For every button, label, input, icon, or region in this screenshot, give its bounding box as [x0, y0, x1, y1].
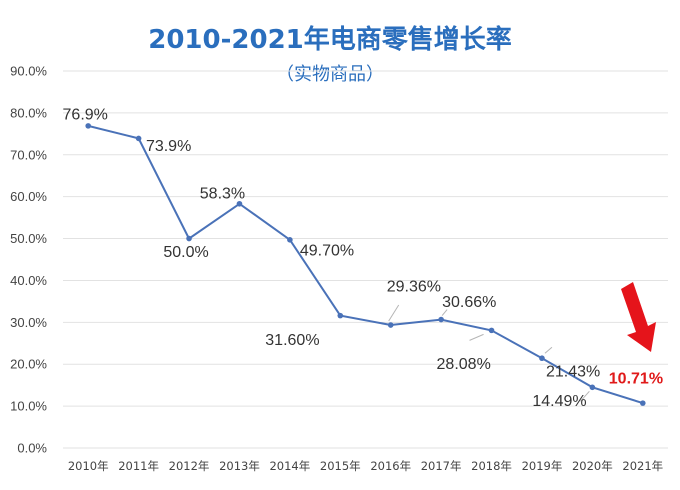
x-tick-label: 2011年 [118, 459, 159, 473]
y-tick-label: 80.0% [10, 105, 47, 120]
highlight-data-label: 10.71% [609, 371, 663, 388]
y-axis-ticks: 0.0% 10.0% 20.0% 30.0% 40.0% 50.0% 60.0% 70.0% 8… [10, 64, 47, 456]
chart-title: 2010-2021年电商零售增长率 [148, 24, 512, 55]
y-tick-label: 50.0% [10, 231, 47, 246]
y-tick-label: 40.0% [10, 273, 47, 288]
label-leader-lines [388, 304, 590, 402]
x-tick-label: 2018年 [471, 459, 512, 473]
data-label: 49.70% [300, 242, 354, 259]
y-tick-label: 60.0% [10, 189, 47, 204]
chart-subtitle: （实物商品） [276, 64, 384, 85]
data-point [287, 237, 293, 243]
data-point [488, 327, 495, 334]
x-tick-label: 2015年 [320, 459, 361, 473]
leader-line [580, 390, 590, 402]
data-point [337, 312, 344, 319]
data-label: 50.0% [163, 244, 208, 261]
gridlines [63, 70, 668, 449]
data-label: 29.36% [387, 279, 441, 296]
x-tick-label: 2020年 [572, 459, 613, 473]
data-label: 31.60% [265, 332, 319, 349]
data-points [85, 123, 646, 406]
x-tick-label: 2019年 [522, 459, 563, 473]
x-tick-label: 2010年 [68, 459, 109, 473]
leader-line [388, 304, 400, 322]
x-tick-label: 2021年 [622, 459, 663, 473]
data-label: 28.08% [437, 356, 491, 373]
leader-line [544, 346, 553, 354]
y-tick-label: 30.0% [10, 315, 47, 330]
x-tick-label: 2014年 [269, 459, 310, 473]
y-tick-label: 90.0% [10, 64, 47, 79]
leader-line [441, 309, 448, 316]
data-point [186, 235, 192, 242]
series-line [87, 124, 644, 405]
data-label: 76.9% [63, 106, 108, 123]
x-tick-label: 2017年 [421, 459, 462, 473]
data-point [236, 200, 243, 207]
data-point [438, 316, 444, 323]
data-point [85, 123, 92, 129]
data-label: 30.66% [442, 294, 496, 311]
x-tick-label: 2013年 [219, 459, 260, 473]
data-label: 73.9% [146, 138, 191, 155]
x-tick-label: 2016年 [370, 459, 411, 473]
data-point [639, 400, 646, 406]
data-point [589, 384, 596, 391]
y-tick-label: 10.0% [10, 399, 47, 414]
data-labels: 76.9% 73.9% 50.0% 58.3% 49.70% 31.60% 29.36%30… [63, 106, 664, 409]
data-label: 21.43% [546, 364, 600, 381]
leader-line [469, 333, 484, 341]
data-point [387, 322, 394, 328]
data-label: 14.49% [532, 393, 586, 410]
y-tick-label: 0.0% [17, 441, 47, 456]
data-label: 58.3% [200, 185, 245, 202]
data-point [135, 135, 142, 142]
x-tick-label: 2012年 [169, 459, 210, 473]
y-tick-label: 70.0% [10, 147, 47, 162]
data-point [539, 355, 545, 362]
y-tick-label: 20.0% [10, 357, 47, 372]
x-axis-ticks: 2010年 2011年 2012年 2013年 2014年 2015年 2016年 2017年… [68, 459, 663, 473]
highlight-arrow-icon [621, 282, 656, 352]
